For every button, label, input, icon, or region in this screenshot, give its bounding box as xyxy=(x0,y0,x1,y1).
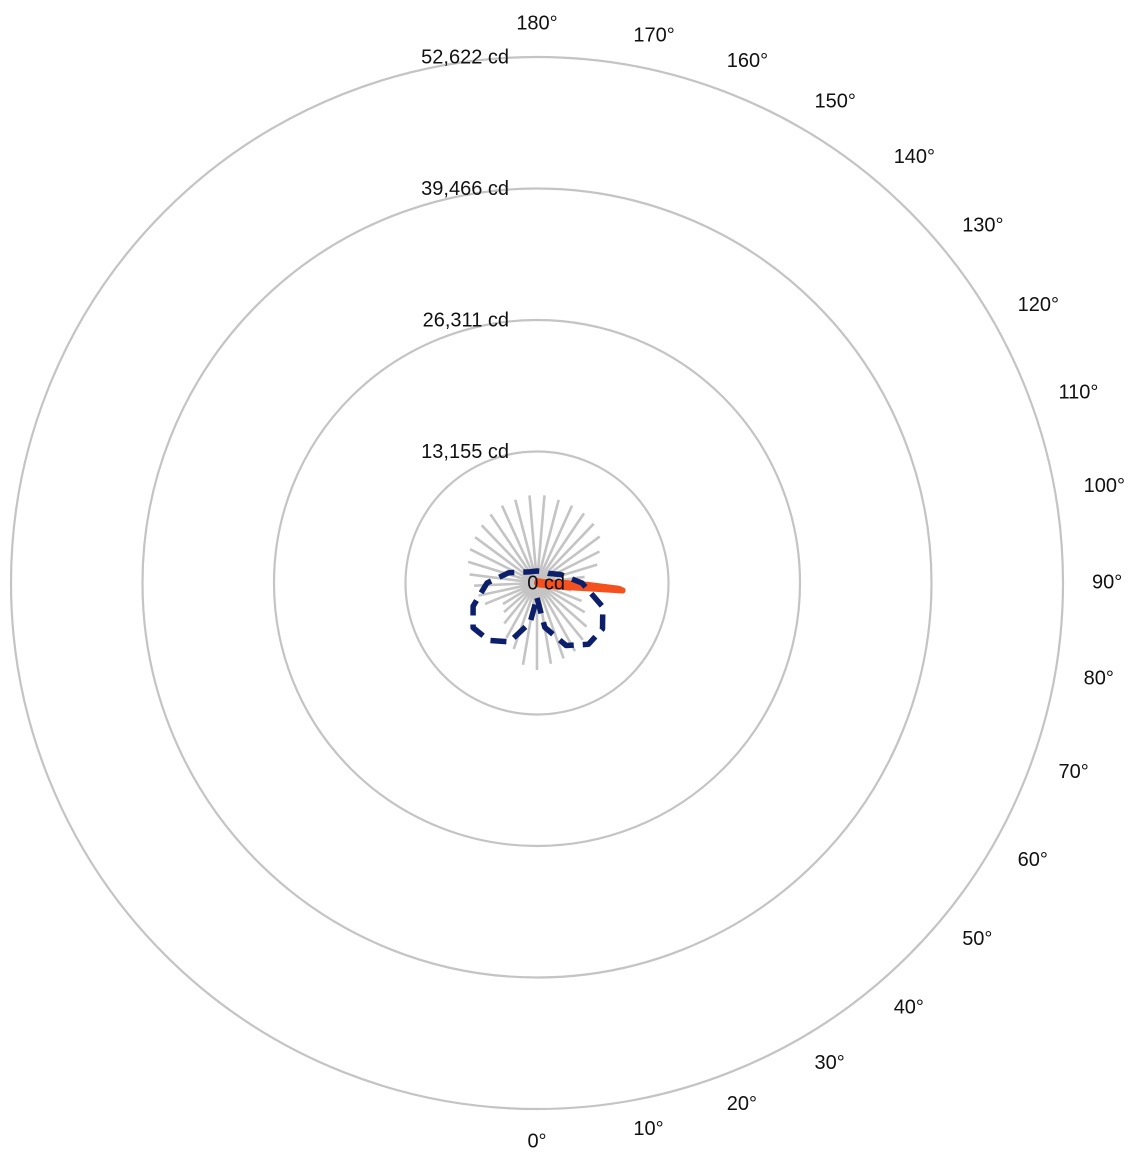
grid-spoke-34 xyxy=(505,582,539,639)
grid-spoke-26 xyxy=(467,560,538,585)
radial-grid xyxy=(9,55,1065,1111)
grid-spoke-36 xyxy=(521,582,539,666)
angle-tick-label: 100° xyxy=(1084,475,1125,497)
grid-spoke-29 xyxy=(478,581,538,597)
grid-spoke-4 xyxy=(535,582,584,641)
radial-tick-label: 26,311 cd xyxy=(423,309,509,331)
grid-spoke-12 xyxy=(536,550,601,585)
radial-axis-labels: 0 cd 13,155 cd 26,311 cd 39,466 cd 52,622 cd xyxy=(421,46,565,594)
radial-tick-label: 13,155 cd xyxy=(421,441,509,463)
grid-ring-3 xyxy=(141,187,933,979)
grid-spoke-17 xyxy=(535,499,560,584)
angle-tick-label: 120° xyxy=(1018,294,1059,316)
grid-spoke-14 xyxy=(536,522,595,584)
angle-tick-label: 10° xyxy=(633,1118,663,1140)
angle-tick-label: 70° xyxy=(1059,761,1089,783)
angle-tick-label: 150° xyxy=(815,91,856,113)
grid-ring-1 xyxy=(404,450,670,716)
angle-tick-label: 50° xyxy=(962,928,992,950)
angle-tick-label: 170° xyxy=(633,25,674,47)
series-line-1 xyxy=(470,568,606,649)
angle-tick-label: 30° xyxy=(815,1052,845,1074)
angle-tick-label: 90° xyxy=(1092,571,1122,593)
radial-tick-label: 52,622 cd xyxy=(421,46,509,68)
grid-spoke-16 xyxy=(535,505,574,584)
grid-spoke-24 xyxy=(474,536,538,585)
grid-ring-4 xyxy=(9,55,1065,1111)
angle-tick-label: 110° xyxy=(1059,381,1099,403)
angle-tick-label: 20° xyxy=(727,1093,757,1115)
angle-axis-labels: 0° 10° 20° 30° 40° 50° 60° 70° 80° 90° 100° 110° 120… xyxy=(516,12,1125,1152)
grid-spoke-3 xyxy=(535,582,577,652)
radial-tick-label: 39,466 cd xyxy=(421,178,509,200)
angle-tick-label: 140° xyxy=(894,146,935,168)
angle-tick-label: 160° xyxy=(727,50,768,72)
radial-tick-label: 0 cd xyxy=(527,572,565,594)
angle-tick-label: 60° xyxy=(1018,849,1048,871)
grid-spoke-5 xyxy=(536,582,588,628)
series-layer xyxy=(470,568,626,649)
grid-spoke-25 xyxy=(469,548,538,585)
grid-spoke-15 xyxy=(535,512,586,584)
grid-ring-2 xyxy=(272,318,802,848)
angle-tick-label: 80° xyxy=(1084,668,1114,690)
angle-tick-label: 130° xyxy=(962,215,1003,237)
grid-spoke-30 xyxy=(484,581,538,606)
grid-spoke-2 xyxy=(535,582,565,659)
grid-spoke-27 xyxy=(469,573,538,585)
angle-tick-label: 180° xyxy=(516,12,557,34)
angle-tick-label: 40° xyxy=(894,996,924,1018)
angle-tick-label: 0° xyxy=(527,1130,546,1152)
series-line-0 xyxy=(534,578,626,594)
grid-spoke-33 xyxy=(503,582,539,625)
